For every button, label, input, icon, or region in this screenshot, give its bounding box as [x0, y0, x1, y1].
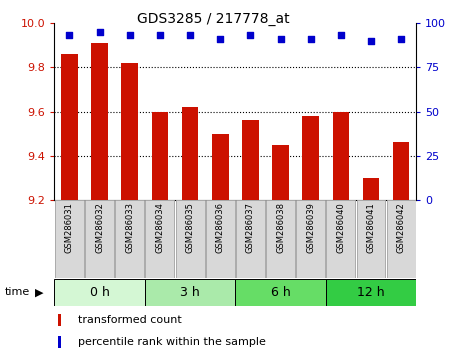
Bar: [58, 336, 61, 348]
Text: GSM286039: GSM286039: [306, 202, 315, 253]
Bar: [182, 107, 198, 200]
Point: [246, 33, 254, 38]
Bar: [61, 54, 78, 200]
Bar: [58, 314, 61, 326]
Bar: [242, 120, 259, 200]
Bar: [272, 145, 289, 200]
Bar: [115, 200, 144, 278]
Point: [337, 33, 345, 38]
Point: [397, 36, 405, 42]
Bar: [175, 200, 204, 278]
Point: [156, 33, 164, 38]
Bar: [145, 279, 235, 306]
Point: [66, 33, 73, 38]
Text: 0 h: 0 h: [90, 286, 110, 299]
Text: GSM286032: GSM286032: [95, 202, 104, 253]
Text: 3 h: 3 h: [180, 286, 200, 299]
Text: GSM286042: GSM286042: [397, 202, 406, 253]
Point: [277, 36, 284, 42]
Bar: [363, 178, 379, 200]
Text: ▶: ▶: [35, 287, 44, 297]
Bar: [387, 200, 416, 278]
Text: GDS3285 / 217778_at: GDS3285 / 217778_at: [137, 12, 289, 27]
Bar: [122, 63, 138, 200]
Bar: [85, 200, 114, 278]
Text: GSM286036: GSM286036: [216, 202, 225, 253]
Bar: [91, 43, 108, 200]
Point: [186, 33, 194, 38]
Bar: [326, 279, 416, 306]
Bar: [393, 142, 410, 200]
Text: 6 h: 6 h: [271, 286, 290, 299]
Point: [217, 36, 224, 42]
Bar: [302, 116, 319, 200]
Point: [367, 38, 375, 44]
Text: percentile rank within the sample: percentile rank within the sample: [78, 337, 266, 348]
Bar: [54, 279, 145, 306]
Text: GSM286034: GSM286034: [156, 202, 165, 253]
Point: [307, 36, 315, 42]
Bar: [206, 200, 235, 278]
Bar: [55, 200, 84, 278]
Point: [126, 33, 133, 38]
Text: GSM286031: GSM286031: [65, 202, 74, 253]
Bar: [236, 200, 265, 278]
Text: transformed count: transformed count: [78, 315, 182, 325]
Bar: [212, 134, 228, 200]
Bar: [326, 200, 355, 278]
Text: GSM286041: GSM286041: [367, 202, 376, 253]
Bar: [333, 112, 349, 200]
Bar: [146, 200, 175, 278]
Point: [96, 29, 104, 35]
Bar: [152, 112, 168, 200]
Text: time: time: [5, 287, 30, 297]
Bar: [357, 200, 385, 278]
Text: GSM286037: GSM286037: [246, 202, 255, 253]
Bar: [235, 279, 326, 306]
Bar: [296, 200, 325, 278]
Text: GSM286038: GSM286038: [276, 202, 285, 253]
Text: GSM286040: GSM286040: [336, 202, 345, 253]
Text: GSM286033: GSM286033: [125, 202, 134, 253]
Bar: [266, 200, 295, 278]
Text: GSM286035: GSM286035: [185, 202, 194, 253]
Text: 12 h: 12 h: [357, 286, 385, 299]
